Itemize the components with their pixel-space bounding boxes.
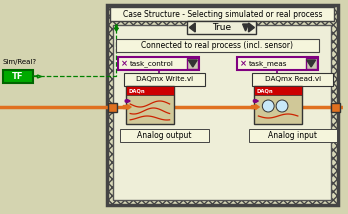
- Text: Analog output: Analog output: [137, 131, 192, 140]
- Bar: [237, 57, 317, 70]
- Bar: [106, 5, 338, 205]
- Bar: [110, 7, 334, 21]
- Text: TF: TF: [12, 72, 24, 81]
- Text: ×: ×: [240, 59, 247, 68]
- Polygon shape: [307, 60, 316, 67]
- Bar: [118, 57, 199, 70]
- Text: Case Structure - Selecting simulated or real process: Case Structure - Selecting simulated or …: [122, 9, 322, 18]
- Text: task_meas: task_meas: [248, 60, 287, 67]
- Circle shape: [262, 100, 274, 112]
- Text: DAQn: DAQn: [128, 88, 145, 93]
- Polygon shape: [248, 23, 254, 32]
- FancyArrow shape: [252, 104, 259, 110]
- Text: True: True: [212, 23, 231, 32]
- Bar: [126, 86, 174, 95]
- FancyArrow shape: [253, 100, 258, 103]
- Polygon shape: [189, 23, 195, 32]
- Bar: [187, 58, 198, 69]
- Bar: [254, 86, 302, 124]
- Bar: [124, 73, 205, 86]
- Polygon shape: [188, 60, 197, 67]
- Text: Sim/Real?: Sim/Real?: [3, 59, 37, 65]
- Bar: [252, 73, 333, 86]
- FancyArrow shape: [123, 104, 131, 110]
- Bar: [254, 86, 302, 95]
- Circle shape: [276, 100, 288, 112]
- Bar: [113, 25, 331, 200]
- Bar: [187, 21, 256, 34]
- Text: DAQmx Write.vi: DAQmx Write.vi: [136, 76, 193, 83]
- Bar: [3, 70, 33, 83]
- Text: ×: ×: [121, 59, 128, 68]
- FancyArrow shape: [114, 25, 118, 31]
- Bar: [120, 129, 209, 142]
- Text: Connected to real process (incl. sensor): Connected to real process (incl. sensor): [141, 41, 293, 50]
- Text: task_control: task_control: [130, 60, 174, 67]
- Text: DAQmx Read.vi: DAQmx Read.vi: [265, 76, 321, 83]
- FancyArrow shape: [125, 100, 130, 103]
- Bar: [109, 103, 117, 112]
- Bar: [331, 103, 340, 112]
- Bar: [116, 39, 318, 52]
- Text: DAQn: DAQn: [256, 88, 273, 93]
- Bar: [306, 58, 317, 69]
- Text: Analog input: Analog input: [268, 131, 317, 140]
- Polygon shape: [243, 24, 248, 31]
- Bar: [248, 129, 337, 142]
- Bar: [126, 86, 174, 124]
